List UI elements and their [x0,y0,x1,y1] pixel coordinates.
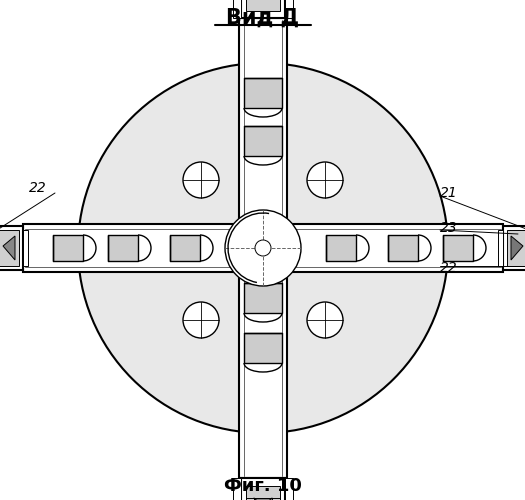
Bar [244,126,282,156]
Bar [246,0,280,11]
Bar [244,78,282,108]
Bar [326,235,356,261]
Polygon shape [511,236,523,260]
Bar [53,235,83,261]
Bar [23,224,503,272]
Bar [0,230,19,266]
Bar [507,230,525,266]
Bar [233,0,241,18]
Text: 22: 22 [29,181,47,195]
Bar [233,478,241,500]
Circle shape [78,63,448,433]
Text: 23: 23 [440,221,458,235]
Circle shape [255,240,271,256]
Bar [254,498,272,500]
Bar [246,486,280,500]
Bar [388,235,418,261]
Bar [239,18,287,478]
Bar [241,478,285,500]
Bar [503,226,525,270]
Bar [285,0,293,18]
Circle shape [307,162,343,198]
Circle shape [225,210,301,286]
Polygon shape [3,236,15,260]
Text: 22: 22 [440,261,458,275]
Circle shape [183,162,219,198]
Text: Вид Д: Вид Д [226,8,300,28]
Bar [0,226,23,270]
Text: 21: 21 [440,186,458,200]
Text: Фиг. 10: Фиг. 10 [224,477,302,495]
Bar [498,230,503,266]
Bar [241,0,285,18]
Bar [443,235,473,261]
Circle shape [183,302,219,338]
Circle shape [307,302,343,338]
Bar [285,478,293,500]
Bar [23,230,28,266]
Bar [244,283,282,313]
Bar [244,333,282,363]
Bar [170,235,200,261]
Bar [108,235,138,261]
